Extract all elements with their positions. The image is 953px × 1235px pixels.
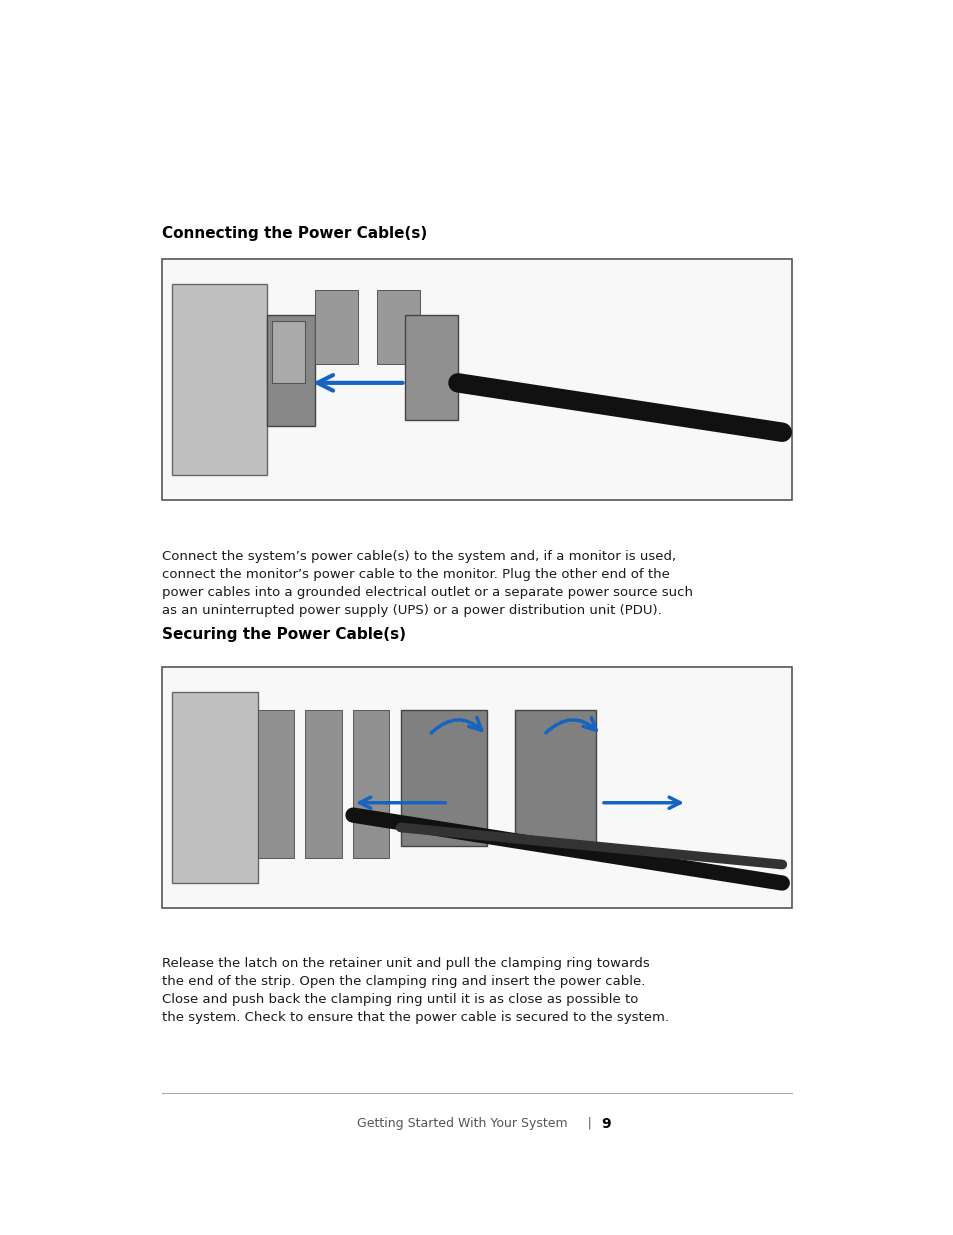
FancyBboxPatch shape — [162, 259, 791, 500]
FancyBboxPatch shape — [376, 290, 419, 364]
FancyBboxPatch shape — [272, 321, 305, 383]
Text: Connect the system’s power cable(s) to the system and, if a monitor is used,
con: Connect the system’s power cable(s) to t… — [162, 550, 693, 616]
FancyBboxPatch shape — [257, 710, 294, 858]
Text: Connecting the Power Cable(s): Connecting the Power Cable(s) — [162, 226, 427, 241]
Text: Getting Started With Your System     |: Getting Started With Your System | — [356, 1118, 591, 1130]
FancyBboxPatch shape — [162, 667, 791, 908]
FancyBboxPatch shape — [314, 290, 357, 364]
FancyBboxPatch shape — [515, 710, 596, 846]
Text: Release the latch on the retainer unit and pull the clamping ring towards
the en: Release the latch on the retainer unit a… — [162, 957, 668, 1024]
FancyBboxPatch shape — [353, 710, 389, 858]
FancyBboxPatch shape — [400, 710, 486, 846]
FancyBboxPatch shape — [172, 284, 267, 475]
FancyBboxPatch shape — [267, 315, 314, 426]
FancyBboxPatch shape — [405, 315, 457, 420]
FancyBboxPatch shape — [172, 692, 257, 883]
Text: 9: 9 — [600, 1116, 610, 1131]
Text: Securing the Power Cable(s): Securing the Power Cable(s) — [162, 627, 406, 642]
FancyBboxPatch shape — [305, 710, 341, 858]
